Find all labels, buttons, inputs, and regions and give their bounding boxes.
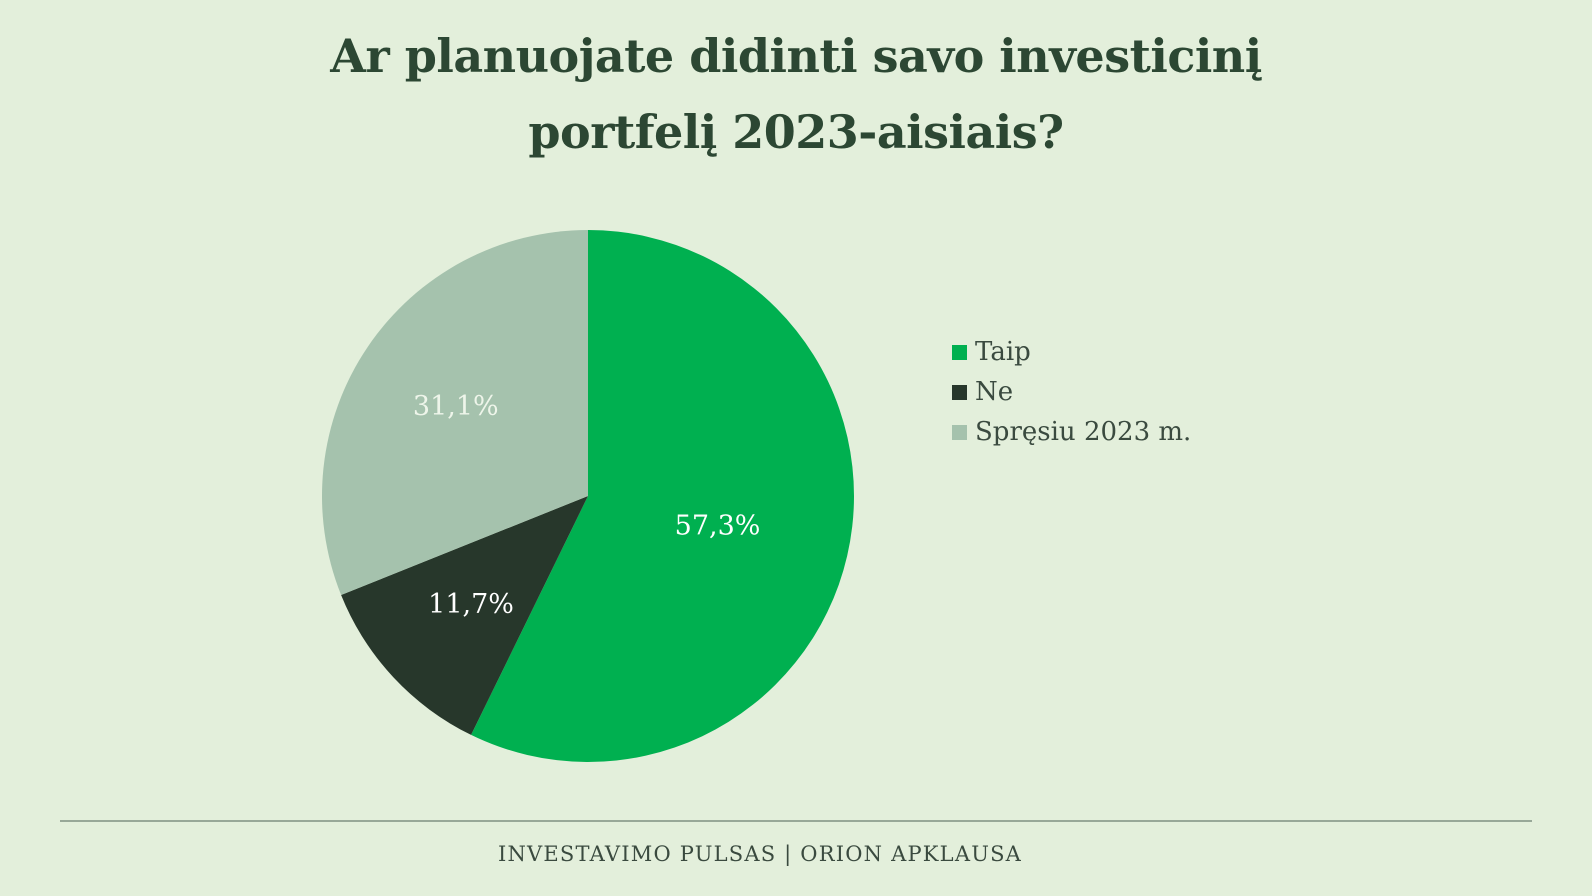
legend: Taip Ne Spręsiu 2023 m. [952, 332, 1191, 452]
footer-source: INVESTAVIMO PULSAS | ORION APKLAUSA [497, 842, 1023, 866]
pie-label-spresiu: 31,1% [413, 391, 499, 422]
chart-title: Ar planuojate didinti savo investicinį p… [0, 18, 1592, 170]
legend-swatch-taip [952, 344, 967, 360]
legend-label-taip: Taip [975, 337, 1031, 367]
legend-label-ne: Ne [975, 377, 1014, 407]
legend-item-taip: Taip [952, 332, 1191, 372]
legend-label-spresiu: Spręsiu 2023 m. [975, 417, 1192, 447]
chart-title-line-1: Ar planuojate didinti savo investicinį [330, 29, 1262, 83]
footer-divider [60, 820, 1532, 822]
pie-slice-ne [341, 496, 588, 735]
legend-swatch-spresiu [952, 424, 967, 440]
pie-label-ne: 11,7% [428, 589, 514, 620]
legend-swatch-ne [952, 384, 967, 400]
pie-slice-spresiu [322, 230, 588, 595]
pie-label-taip: 57,3% [675, 511, 761, 542]
pie-slices [322, 230, 854, 762]
legend-item-spresiu: Spręsiu 2023 m. [952, 412, 1191, 452]
pie-labels: 57,3% 11,7% 31,1% [413, 391, 761, 620]
legend-item-ne: Ne [952, 372, 1191, 412]
pie-slice-taip [471, 230, 854, 762]
chart-title-line-2: portfelį 2023-aisiais? [528, 105, 1064, 159]
